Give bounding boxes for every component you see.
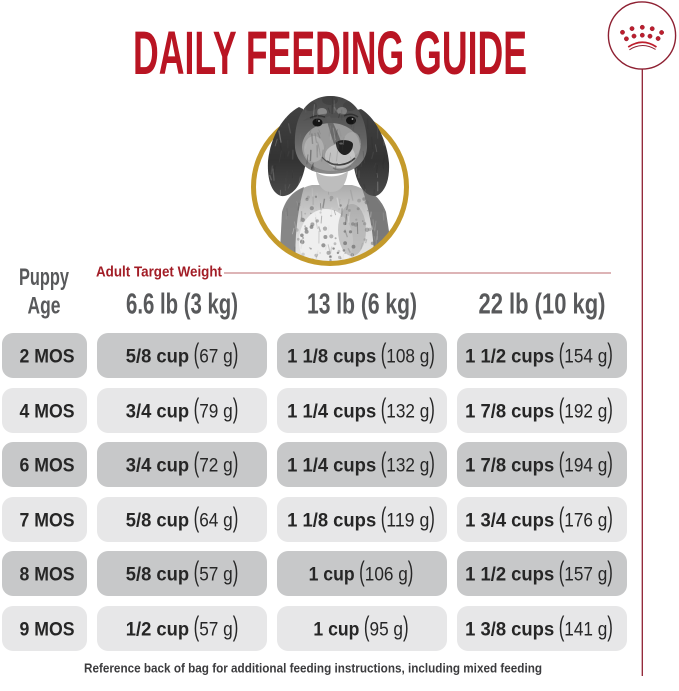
svg-text:22 lb (10 kg): 22 lb (10 kg): [479, 289, 606, 321]
svg-text:(: (: [194, 337, 200, 368]
svg-text:(: (: [364, 610, 370, 641]
svg-text:): ): [607, 446, 613, 477]
svg-text:(: (: [194, 392, 200, 423]
svg-text:7 MOS: 7 MOS: [20, 510, 75, 531]
svg-text:57 g: 57 g: [199, 564, 233, 585]
svg-text:DAILY FEEDING GUIDE: DAILY FEEDING GUIDE: [133, 19, 527, 87]
svg-text:141 g: 141 g: [564, 619, 607, 640]
svg-text:Age: Age: [28, 293, 61, 320]
svg-text:1 1/4 cups: 1 1/4 cups: [287, 401, 376, 422]
svg-text:(: (: [559, 501, 565, 532]
svg-text:57 g: 57 g: [199, 619, 233, 640]
svg-text:): ): [403, 610, 409, 641]
svg-text:(: (: [381, 392, 387, 423]
svg-text:79 g: 79 g: [199, 401, 233, 422]
svg-text:132 g: 132 g: [386, 401, 429, 422]
svg-text:192 g: 192 g: [564, 401, 607, 422]
svg-text:): ): [233, 555, 239, 586]
svg-text:(: (: [194, 555, 200, 586]
svg-text:1 cup: 1 cup: [309, 564, 355, 585]
svg-text:(: (: [194, 446, 200, 477]
svg-text:1/2 cup: 1/2 cup: [126, 619, 189, 640]
svg-text:): ): [429, 337, 435, 368]
svg-text:95 g: 95 g: [370, 619, 404, 640]
svg-text:2 MOS: 2 MOS: [20, 346, 75, 367]
svg-text:194 g: 194 g: [564, 455, 607, 476]
svg-text:): ): [429, 501, 435, 532]
svg-text:(: (: [381, 446, 387, 477]
svg-text:106 g: 106 g: [365, 564, 408, 585]
svg-text:): ): [233, 501, 239, 532]
svg-text:157 g: 157 g: [564, 564, 607, 585]
svg-text:1 3/4 cups: 1 3/4 cups: [465, 510, 554, 531]
svg-text:13 lb (6 kg): 13 lb (6 kg): [307, 289, 417, 321]
svg-text:(: (: [559, 610, 565, 641]
svg-text:): ): [607, 555, 613, 586]
svg-text:64 g: 64 g: [199, 510, 233, 531]
svg-text:5/8 cup: 5/8 cup: [126, 346, 189, 367]
svg-text:(: (: [359, 555, 365, 586]
svg-text:3/4 cup: 3/4 cup: [126, 401, 189, 422]
svg-text:6 MOS: 6 MOS: [20, 455, 75, 476]
svg-text:(: (: [381, 501, 387, 532]
svg-text:): ): [607, 337, 613, 368]
svg-text:5/8 cup: 5/8 cup: [126, 564, 189, 585]
svg-text:(: (: [559, 337, 565, 368]
svg-text:8 MOS: 8 MOS: [20, 564, 75, 585]
svg-text:(: (: [559, 392, 565, 423]
svg-text:Adult Target Weight: Adult Target Weight: [96, 265, 222, 281]
svg-text:1 3/8 cups: 1 3/8 cups: [465, 619, 554, 640]
svg-text:5/8 cup: 5/8 cup: [126, 510, 189, 531]
svg-text:1 1/8 cups: 1 1/8 cups: [287, 510, 376, 531]
svg-text:1 7/8 cups: 1 7/8 cups: [465, 455, 554, 476]
svg-text:154 g: 154 g: [564, 346, 607, 367]
svg-text:1 7/8 cups: 1 7/8 cups: [465, 401, 554, 422]
svg-text:67 g: 67 g: [199, 346, 233, 367]
svg-text:): ): [607, 501, 613, 532]
svg-text:(: (: [194, 610, 200, 641]
svg-text:1 cup: 1 cup: [313, 619, 359, 640]
svg-text:132 g: 132 g: [386, 455, 429, 476]
svg-text:119 g: 119 g: [386, 510, 429, 531]
svg-text:Reference back of bag for addi: Reference back of bag for additional fee…: [84, 662, 542, 676]
svg-text:9 MOS: 9 MOS: [20, 619, 75, 640]
svg-text:): ): [233, 446, 239, 477]
svg-text:): ): [408, 555, 414, 586]
svg-text:(: (: [559, 446, 565, 477]
svg-text:): ): [607, 392, 613, 423]
svg-text:4 MOS: 4 MOS: [20, 401, 75, 422]
svg-text:1 1/2 cups: 1 1/2 cups: [465, 564, 554, 585]
svg-text:1 1/4 cups: 1 1/4 cups: [287, 455, 376, 476]
svg-text:6.6 lb (3 kg): 6.6 lb (3 kg): [126, 289, 238, 321]
svg-text:1 1/8 cups: 1 1/8 cups: [287, 346, 376, 367]
svg-text:72 g: 72 g: [199, 455, 233, 476]
svg-text:Puppy: Puppy: [19, 264, 69, 291]
svg-text:(: (: [194, 501, 200, 532]
svg-text:176 g: 176 g: [564, 510, 607, 531]
svg-text:): ): [233, 610, 239, 641]
svg-text:3/4 cup: 3/4 cup: [126, 455, 189, 476]
svg-text:): ): [233, 392, 239, 423]
svg-text:): ): [429, 392, 435, 423]
svg-text:1 1/2 cups: 1 1/2 cups: [465, 346, 554, 367]
svg-text:108 g: 108 g: [386, 346, 429, 367]
svg-text:): ): [607, 610, 613, 641]
svg-text:(: (: [381, 337, 387, 368]
svg-text:): ): [429, 446, 435, 477]
svg-text:(: (: [559, 555, 565, 586]
svg-text:): ): [233, 337, 239, 368]
